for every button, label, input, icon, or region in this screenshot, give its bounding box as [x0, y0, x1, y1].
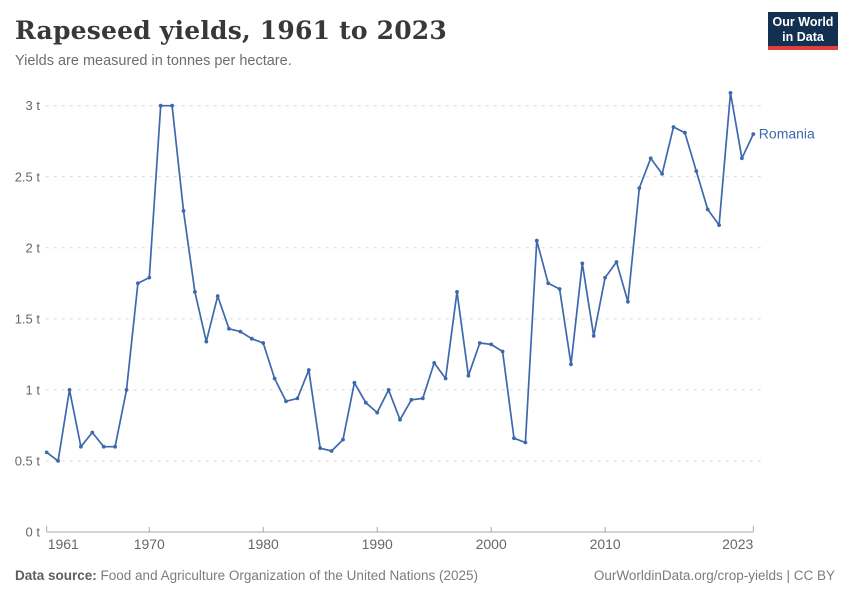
x-tick-label: 2023	[722, 536, 753, 552]
y-tick-label: 2 t	[26, 240, 41, 255]
data-point[interactable]	[728, 91, 733, 95]
data-point[interactable]	[603, 275, 607, 280]
data-line[interactable]	[45, 92, 755, 462]
chart-footer: Data source: Food and Agriculture Organi…	[15, 568, 835, 583]
series-label-romania[interactable]: Romania	[759, 126, 815, 142]
data-point[interactable]	[67, 388, 72, 392]
data-point[interactable]	[272, 376, 277, 381]
data-point[interactable]	[261, 341, 266, 345]
data-point[interactable]	[455, 290, 459, 294]
x-tick-label: 1980	[248, 536, 279, 552]
data-point[interactable]	[193, 290, 197, 294]
data-point[interactable]	[90, 430, 95, 435]
owid-logo[interactable]: Our World in Data	[768, 12, 838, 50]
data-point[interactable]	[694, 169, 699, 174]
y-tick-label: 1.5 t	[15, 311, 41, 326]
data-point[interactable]	[489, 342, 494, 347]
data-point[interactable]	[318, 446, 323, 451]
data-point[interactable]	[717, 223, 721, 228]
data-point[interactable]	[557, 287, 562, 291]
data-point[interactable]	[352, 380, 357, 385]
y-tick-label: 3 t	[26, 98, 41, 113]
x-tick-label: 2010	[590, 536, 621, 552]
data-point[interactable]	[147, 275, 152, 280]
x-tick-label: 2000	[476, 536, 507, 552]
data-point[interactable]	[580, 261, 585, 266]
data-point[interactable]	[614, 260, 619, 264]
data-point[interactable]	[386, 388, 391, 392]
data-point[interactable]	[341, 437, 345, 442]
data-point[interactable]	[671, 125, 676, 129]
data-point[interactable]	[306, 368, 311, 372]
data-point[interactable]	[626, 299, 630, 304]
owid-logo-line2: in Data	[782, 30, 824, 44]
y-tick-label: 1 t	[26, 382, 41, 397]
data-source-note: Data source: Food and Agriculture Organi…	[15, 568, 478, 583]
y-tick-label: 0.5 t	[15, 453, 41, 468]
data-point[interactable]	[56, 459, 60, 463]
data-point[interactable]	[512, 436, 516, 441]
x-tick-label: 1990	[362, 536, 393, 552]
data-point[interactable]	[227, 326, 231, 331]
data-point[interactable]	[466, 373, 471, 378]
data-point[interactable]	[751, 132, 756, 137]
page-title: Rapeseed yields, 1961 to 2023	[15, 16, 447, 45]
credit-link[interactable]: OurWorldinData.org/crop-yields | CC BY	[593, 568, 835, 583]
data-point[interactable]	[500, 349, 505, 354]
data-point[interactable]	[124, 388, 129, 392]
data-point[interactable]	[420, 396, 425, 401]
x-tick-label: 1970	[134, 536, 165, 552]
data-point[interactable]	[648, 156, 653, 161]
data-point[interactable]	[181, 209, 186, 213]
data-point[interactable]	[158, 103, 163, 108]
data-point[interactable]	[363, 400, 368, 405]
data-point[interactable]	[546, 281, 551, 286]
data-point[interactable]	[284, 399, 288, 404]
data-point[interactable]	[375, 410, 380, 415]
data-point[interactable]	[398, 417, 402, 422]
data-point[interactable]	[204, 339, 209, 344]
data-point[interactable]	[432, 361, 437, 365]
owid-logo-line1: Our World	[772, 15, 834, 29]
x-tick-label: 1961	[48, 536, 79, 552]
data-point[interactable]	[477, 341, 482, 345]
data-point[interactable]	[170, 103, 175, 108]
data-point[interactable]	[295, 396, 300, 401]
data-point[interactable]	[523, 440, 528, 445]
data-point[interactable]	[660, 172, 664, 176]
data-point[interactable]	[79, 444, 83, 449]
y-tick-label: 0 t	[26, 525, 41, 540]
data-point[interactable]	[136, 281, 140, 286]
chart-subtitle: Yields are measured in tonnes per hectar…	[15, 53, 292, 69]
data-point[interactable]	[249, 336, 254, 341]
data-point[interactable]	[215, 294, 220, 298]
data-source-text: Food and Agriculture Organization of the…	[96, 568, 479, 583]
data-point[interactable]	[740, 156, 744, 161]
data-point[interactable]	[683, 130, 687, 135]
data-point[interactable]	[409, 397, 414, 402]
data-point[interactable]	[637, 186, 642, 191]
data-point[interactable]	[443, 376, 448, 381]
data-source-label: Data source:	[15, 568, 97, 583]
data-point[interactable]	[705, 207, 710, 212]
data-point[interactable]	[44, 450, 49, 455]
data-point[interactable]	[113, 444, 117, 449]
data-point[interactable]	[329, 449, 334, 453]
y-tick-label: 2.5 t	[15, 169, 41, 184]
data-point[interactable]	[534, 238, 539, 243]
data-point[interactable]	[591, 334, 596, 338]
data-point[interactable]	[569, 362, 573, 367]
data-point[interactable]	[238, 329, 243, 334]
data-point[interactable]	[101, 444, 106, 449]
